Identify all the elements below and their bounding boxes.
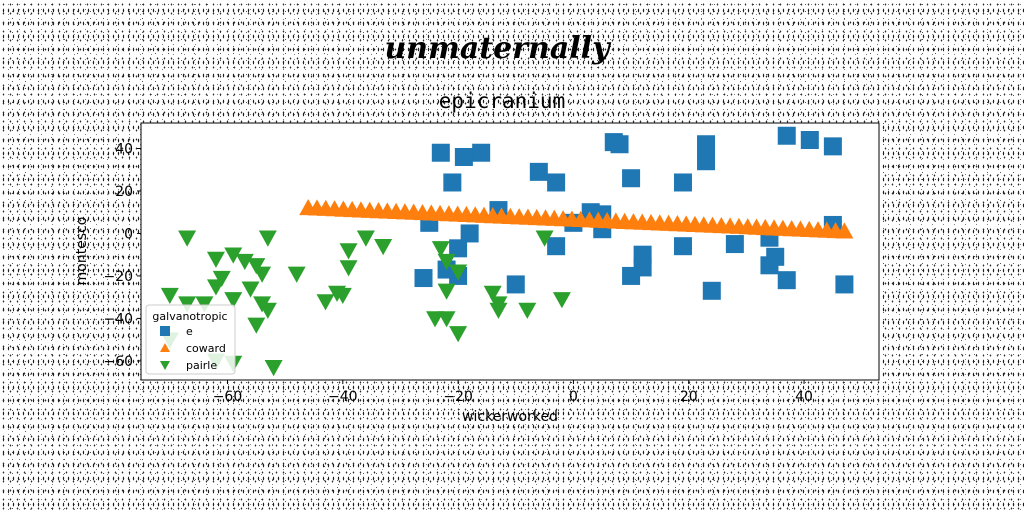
legend-marker-e (160, 326, 170, 336)
x-tick-label: 0 (569, 389, 578, 405)
legend-label-pairle: pairle (186, 359, 217, 372)
data-point-pairle (264, 360, 283, 377)
data-point-e (800, 130, 819, 149)
y-axis-label: montesco (74, 217, 90, 286)
data-point-pairle (206, 279, 225, 296)
data-point-pairle (195, 296, 214, 313)
data-point-pairle (518, 302, 537, 319)
chart-title: epicranium (439, 89, 565, 113)
data-point-e (529, 162, 548, 181)
data-point-pairle (437, 311, 456, 328)
data-point-pairle (374, 238, 393, 256)
data-point-pairle (258, 302, 277, 319)
data-point-pairle (483, 285, 502, 302)
chart-suptitle: unmaternally (384, 31, 612, 66)
y-tick-label: −40 (103, 311, 133, 327)
data-point-pairle (328, 285, 347, 302)
chart-marks (160, 126, 854, 377)
data-point-pairle (224, 292, 243, 309)
data-point-e (547, 237, 566, 256)
data-point-e (760, 256, 779, 275)
data-point-pairle (287, 266, 306, 283)
x-axis-label: wickerworked (462, 409, 558, 425)
legend-label-e: e (186, 325, 193, 338)
data-point-pairle (535, 230, 554, 247)
data-point-pairle (339, 243, 358, 260)
legend-marker-pairle (160, 361, 170, 370)
data-point-e (777, 271, 796, 290)
data-point-pairle (449, 326, 468, 343)
data-point-pairle (212, 270, 231, 288)
y-tick-label: 40 (115, 141, 133, 157)
data-point-e (823, 137, 842, 156)
data-point-pairle (241, 281, 260, 298)
data-point-pairle (253, 266, 272, 283)
data-point-pairle (356, 230, 375, 247)
data-point-e (472, 143, 491, 162)
x-tick-label: −40 (328, 389, 358, 405)
data-point-pairle (437, 283, 456, 300)
data-point-pairle (160, 287, 179, 305)
y-tick-label: 20 (115, 184, 133, 200)
data-point-e (725, 235, 744, 254)
data-point-pairle (431, 241, 450, 258)
data-point-pairle (235, 253, 254, 271)
data-point-e (697, 135, 716, 154)
data-point-pairle (552, 292, 571, 309)
data-point-e (610, 135, 629, 154)
data-point-e (454, 147, 473, 166)
data-point-pairle (316, 294, 335, 311)
legend-marker-coward (160, 343, 170, 352)
x-tick-label: 20 (680, 389, 698, 405)
legend: galvanotropic e coward pairle (145, 304, 236, 375)
data-point-pairle (247, 317, 266, 334)
data-point-e (547, 173, 566, 192)
data-point-pairle (258, 230, 277, 247)
x-axis-ticks: −60 −40 −20 0 20 40 (213, 380, 813, 405)
plot-area (140, 122, 880, 381)
data-point-e (702, 281, 721, 300)
data-point-pairle (178, 230, 197, 247)
y-tick-label: 0 (124, 226, 133, 242)
data-point-pairle (449, 264, 468, 281)
data-point-e (449, 239, 468, 258)
data-point-e (622, 266, 641, 285)
data-point-e (673, 173, 692, 192)
data-point-e (673, 237, 692, 256)
data-point-e (443, 173, 462, 192)
data-point-pairle (178, 296, 197, 313)
y-axis-ticks: −60 −40 −20 0 20 40 (103, 141, 141, 370)
data-point-pairle (489, 302, 508, 319)
data-point-e (414, 269, 433, 288)
data-point-coward (835, 222, 854, 239)
data-point-e (697, 152, 716, 171)
data-point-e (622, 169, 641, 188)
legend-title: galvanotropic (152, 310, 227, 323)
data-point-e (460, 224, 479, 243)
legend-items: e coward pairle (160, 325, 226, 372)
x-tick-label: 40 (795, 389, 813, 405)
legend-box (145, 304, 236, 375)
data-point-pairle (339, 260, 358, 277)
data-point-pairle (437, 253, 456, 271)
data-point-e (835, 275, 854, 294)
data-point-pairle (224, 247, 243, 264)
y-tick-label: −20 (103, 269, 133, 285)
data-point-e (431, 143, 450, 162)
data-point-e (506, 275, 525, 294)
data-point-e (777, 126, 796, 145)
data-point-pairle (247, 258, 266, 275)
data-point-pairle (426, 311, 445, 328)
legend-label-coward: coward (186, 342, 226, 355)
x-tick-label: −60 (213, 389, 243, 405)
x-tick-label: −20 (443, 389, 473, 405)
data-point-pairle (206, 251, 225, 268)
y-tick-label: −60 (103, 354, 133, 370)
